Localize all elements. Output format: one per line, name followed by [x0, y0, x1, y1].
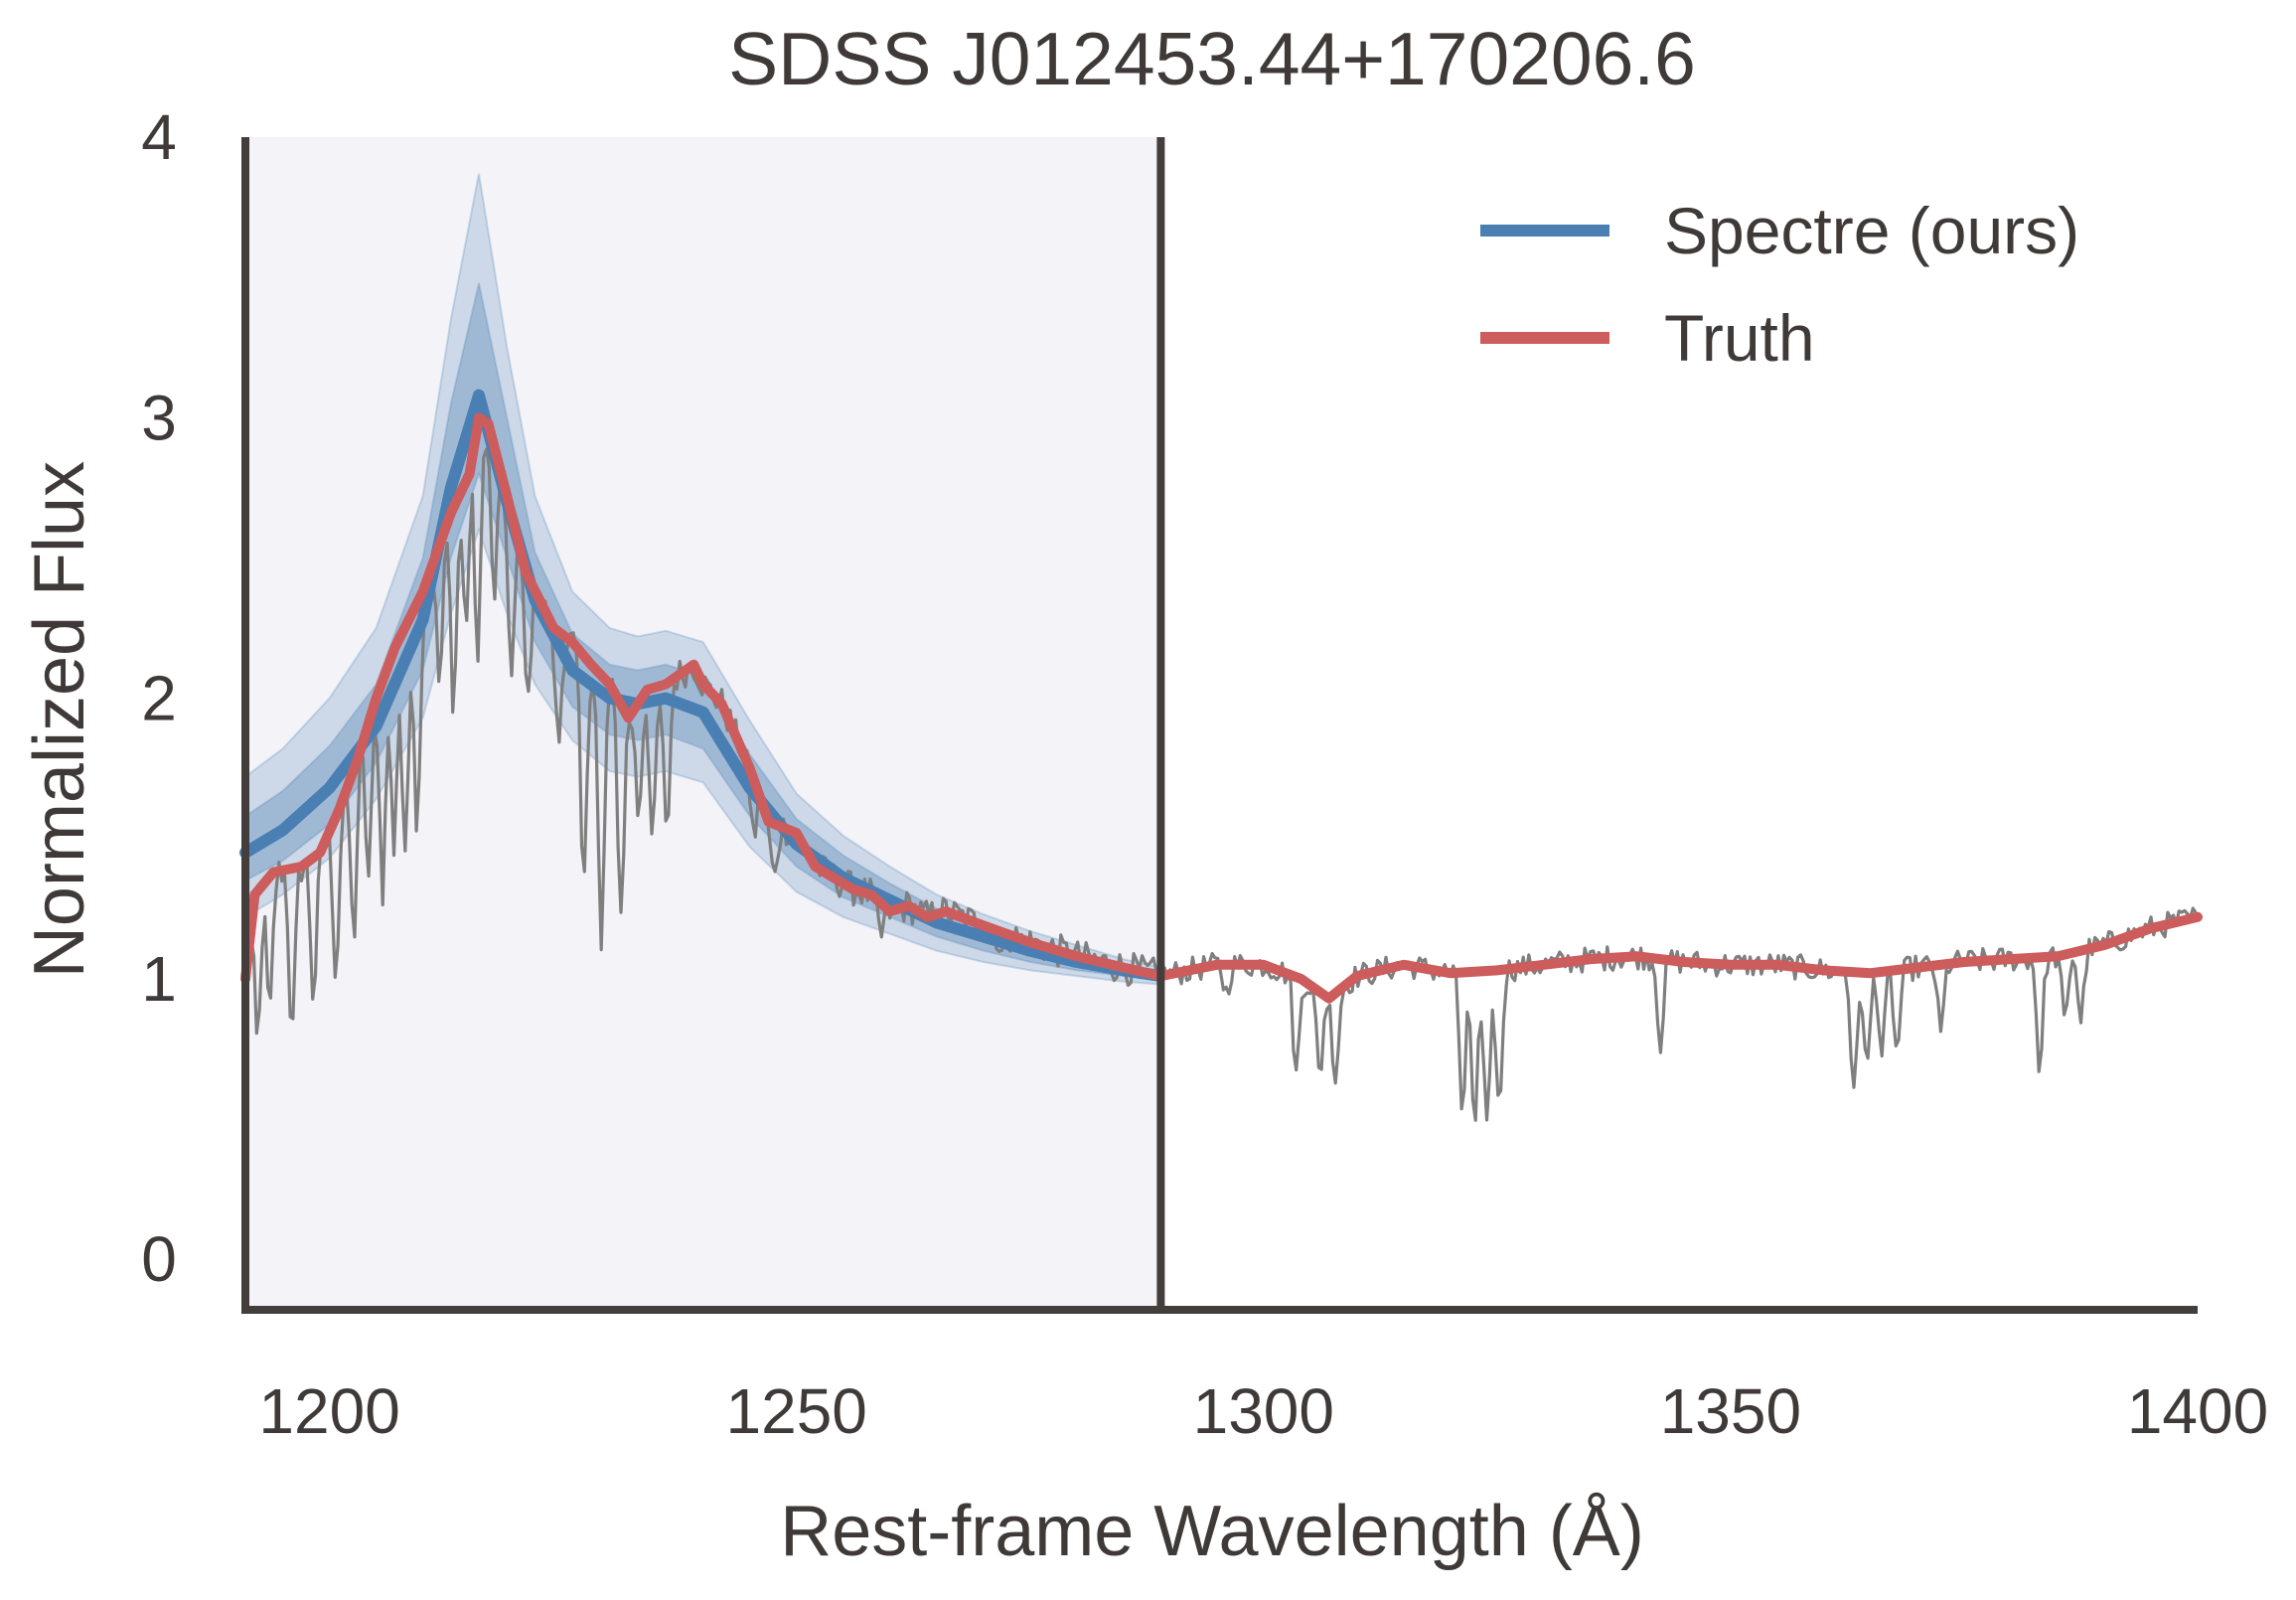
- x-tick-label: 1300: [1193, 1375, 1334, 1447]
- x-tick-labels: 1200 1250 1300 1350 1400: [258, 1375, 2268, 1447]
- legend: Spectre (ours) Truth: [1480, 194, 2079, 375]
- chart-title: SDSS J012453.44+170206.6: [728, 17, 1696, 100]
- y-tick-label: 4: [141, 101, 177, 173]
- x-axis-label: Rest-frame Wavelength (Å): [780, 1492, 1644, 1571]
- prediction-median-line: [239, 389, 1167, 983]
- y-tick-labels: 0 1 2 3 4: [141, 101, 177, 1295]
- x-tick-label: 1400: [2127, 1375, 2268, 1447]
- y-tick-label: 1: [141, 943, 177, 1015]
- x-tick-label: 1200: [258, 1375, 399, 1447]
- y-tick-label: 0: [141, 1223, 177, 1295]
- y-tick-label: 2: [141, 663, 177, 734]
- truth-line: [240, 412, 2203, 1004]
- y-axis-label: Normalized Flux: [20, 461, 99, 978]
- legend-label-prediction: Spectre (ours): [1664, 194, 2079, 267]
- observed-spectrum-line: [243, 447, 2198, 1122]
- x-tick-label: 1250: [726, 1375, 867, 1447]
- y-tick-label: 3: [141, 382, 177, 453]
- x-tick-label: 1350: [1660, 1375, 1801, 1447]
- legend-label-truth: Truth: [1664, 301, 1815, 375]
